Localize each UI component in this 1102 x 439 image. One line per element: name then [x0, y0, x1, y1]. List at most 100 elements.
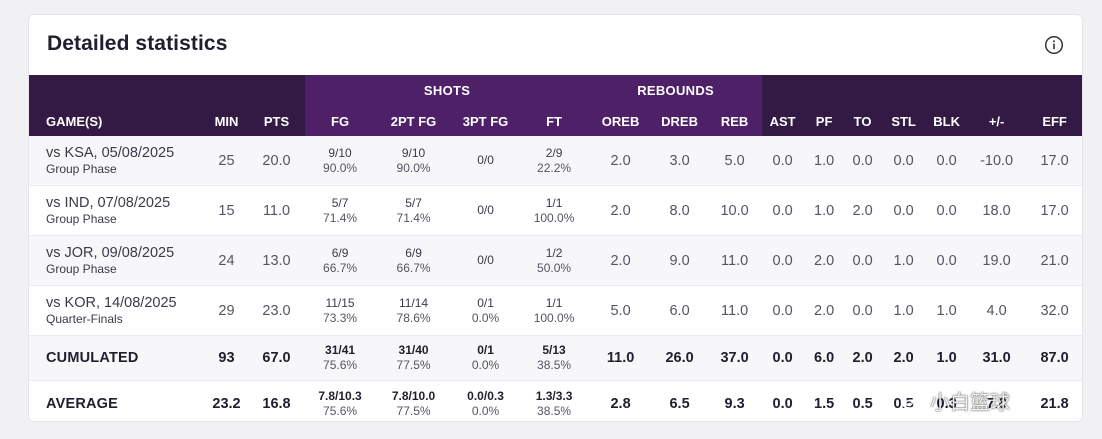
cell-eff: 21.8 [1027, 380, 1082, 421]
average-label: AVERAGE [29, 380, 205, 421]
cell-2pt-fg: 6/9 66.7% [375, 235, 453, 286]
cell-fg: 11/15 73.3% [305, 285, 376, 336]
col-header-oreb[interactable]: OREB [589, 106, 653, 136]
fg3-ratio: 0/1 [477, 295, 494, 310]
col-header-3pt-fg[interactable]: 3PT FG [452, 106, 520, 136]
weibo-logo-icon [900, 392, 922, 409]
cell-blk: 0.0 [927, 185, 967, 236]
game-phase: Group Phase [46, 262, 117, 276]
fg-ratio: 7.8/10.3 [318, 389, 362, 403]
cell-plus-minus: 18.0 [966, 185, 1028, 236]
game-link[interactable]: vs KOR, 14/08/2025 [46, 295, 177, 311]
game-link[interactable]: vs JOR, 09/08/2025 [46, 245, 175, 261]
col-header-stl[interactable]: STL [880, 106, 928, 136]
cumulated-row: CUMULATED 93 67.0 31/41 75.6% 31/40 77.5% … [29, 335, 1082, 381]
col-header-ast[interactable]: AST [762, 106, 804, 136]
col-header-reb[interactable]: REB [707, 106, 763, 136]
game-link[interactable]: vs IND, 07/08/2025 [46, 195, 171, 211]
cell-ast: 0.0 [762, 335, 804, 381]
col-header-plus-minus[interactable]: +/- [966, 106, 1028, 136]
cell-2pt-fg: 11/14 78.6% [375, 285, 453, 336]
cell-plus-minus: 19.0 [966, 235, 1028, 286]
cell-ft: 1.3/3.3 38.5% [519, 380, 590, 421]
ft-ratio: 1/2 [545, 245, 563, 260]
cell-pf: 1.0 [803, 136, 846, 186]
detailed-statistics-card: Detailed statistics SHOTS REBOUNDS GAME(… [28, 14, 1083, 422]
ft-pct: 100.0% [533, 310, 575, 325]
cell-dreb: 3.0 [652, 136, 708, 186]
cell-ast: 0.0 [762, 380, 804, 421]
col-header-fg[interactable]: FG [305, 106, 376, 136]
cell-to: 2.0 [845, 185, 881, 236]
cell-reb: 11.0 [707, 235, 763, 286]
cell-min: 29 [205, 285, 248, 336]
cell-to: 0.0 [845, 136, 881, 186]
fg3-ratio: 0.0/0.3 [467, 389, 504, 403]
fg2-pct: 66.7% [396, 260, 431, 275]
cell-pf: 1.5 [803, 380, 846, 421]
game-cell: vs JOR, 09/08/2025 Group Phase [29, 235, 205, 286]
fg2-ratio: 11/14 [398, 295, 429, 310]
col-header-blk[interactable]: BLK [927, 106, 967, 136]
cell-2pt-fg: 31/40 77.5% [375, 335, 453, 381]
cell-pf: 6.0 [803, 335, 846, 381]
cell-min: 15 [205, 185, 248, 236]
col-header-dreb[interactable]: DREB [652, 106, 708, 136]
game-phase: Group Phase [46, 162, 117, 176]
fg2-pct: 71.4% [396, 210, 431, 225]
watermark: 小白篮球 [900, 386, 1010, 414]
info-circle-icon[interactable] [1044, 35, 1064, 55]
fg3-ratio: 0/0 [477, 153, 494, 167]
fg-pct: 75.6% [323, 404, 358, 418]
cell-fg: 31/41 75.6% [305, 335, 376, 381]
fg3-pct: 0.0% [471, 358, 500, 372]
fg3-pct: 0.0% [471, 310, 500, 325]
col-header-eff[interactable]: EFF [1027, 106, 1082, 136]
cell-ft: 2/9 22.2% [519, 136, 590, 186]
cell-stl: 0.0 [880, 136, 928, 186]
cell-ft: 1/1 100.0% [519, 285, 590, 336]
cell-ft: 1/2 50.0% [519, 235, 590, 286]
cell-reb: 5.0 [707, 136, 763, 186]
cell-to: 0.0 [845, 235, 881, 286]
col-header-2pt-fg[interactable]: 2PT FG [375, 106, 453, 136]
fg-ratio: 9/10 [328, 145, 352, 160]
fg3-pct: 0.0% [471, 404, 500, 418]
fg2-pct: 90.0% [396, 160, 431, 175]
cell-oreb: 5.0 [589, 285, 653, 336]
col-header-to[interactable]: TO [845, 106, 881, 136]
fg2-pct: 77.5% [396, 358, 431, 372]
cell-blk: 1.0 [927, 285, 967, 336]
fg-ratio: 6/9 [331, 245, 349, 260]
cell-dreb: 6.0 [652, 285, 708, 336]
cell-reb: 10.0 [707, 185, 763, 236]
cell-fg: 9/10 90.0% [305, 136, 376, 186]
ft-ratio: 1.3/3.3 [535, 389, 573, 403]
fg2-ratio: 6/9 [405, 245, 422, 260]
cell-stl: 1.0 [880, 285, 928, 336]
fg2-ratio: 7.8/10.0 [391, 389, 436, 403]
cell-oreb: 2.8 [589, 380, 653, 421]
ft-pct: 22.2% [537, 160, 572, 175]
cell-eff: 32.0 [1027, 285, 1082, 336]
cell-to: 0.0 [845, 285, 881, 336]
cell-ast: 0.0 [762, 285, 804, 336]
fg-pct: 90.0% [323, 160, 358, 175]
col-header-game[interactable]: GAME(S) [29, 106, 205, 136]
col-header-ft[interactable]: FT [519, 106, 590, 136]
game-cell: vs IND, 07/08/2025 Group Phase [29, 185, 205, 236]
ft-ratio: 2/9 [545, 145, 563, 160]
cell-to: 0.5 [845, 380, 881, 421]
cell-2pt-fg: 7.8/10.0 77.5% [375, 380, 453, 421]
game-link[interactable]: vs KSA, 05/08/2025 [46, 145, 175, 161]
col-header-min[interactable]: MIN [205, 106, 248, 136]
fg-pct: 66.7% [323, 260, 358, 275]
cell-fg: 6/9 66.7% [305, 235, 376, 286]
col-header-pts[interactable]: PTS [248, 106, 306, 136]
cell-eff: 87.0 [1027, 335, 1082, 381]
group-header-rebounds: REBOUNDS [589, 75, 763, 106]
cell-stl: 2.0 [880, 335, 928, 381]
cell-eff: 17.0 [1027, 185, 1082, 236]
cell-pts: 20.0 [248, 136, 306, 186]
col-header-pf[interactable]: PF [803, 106, 846, 136]
